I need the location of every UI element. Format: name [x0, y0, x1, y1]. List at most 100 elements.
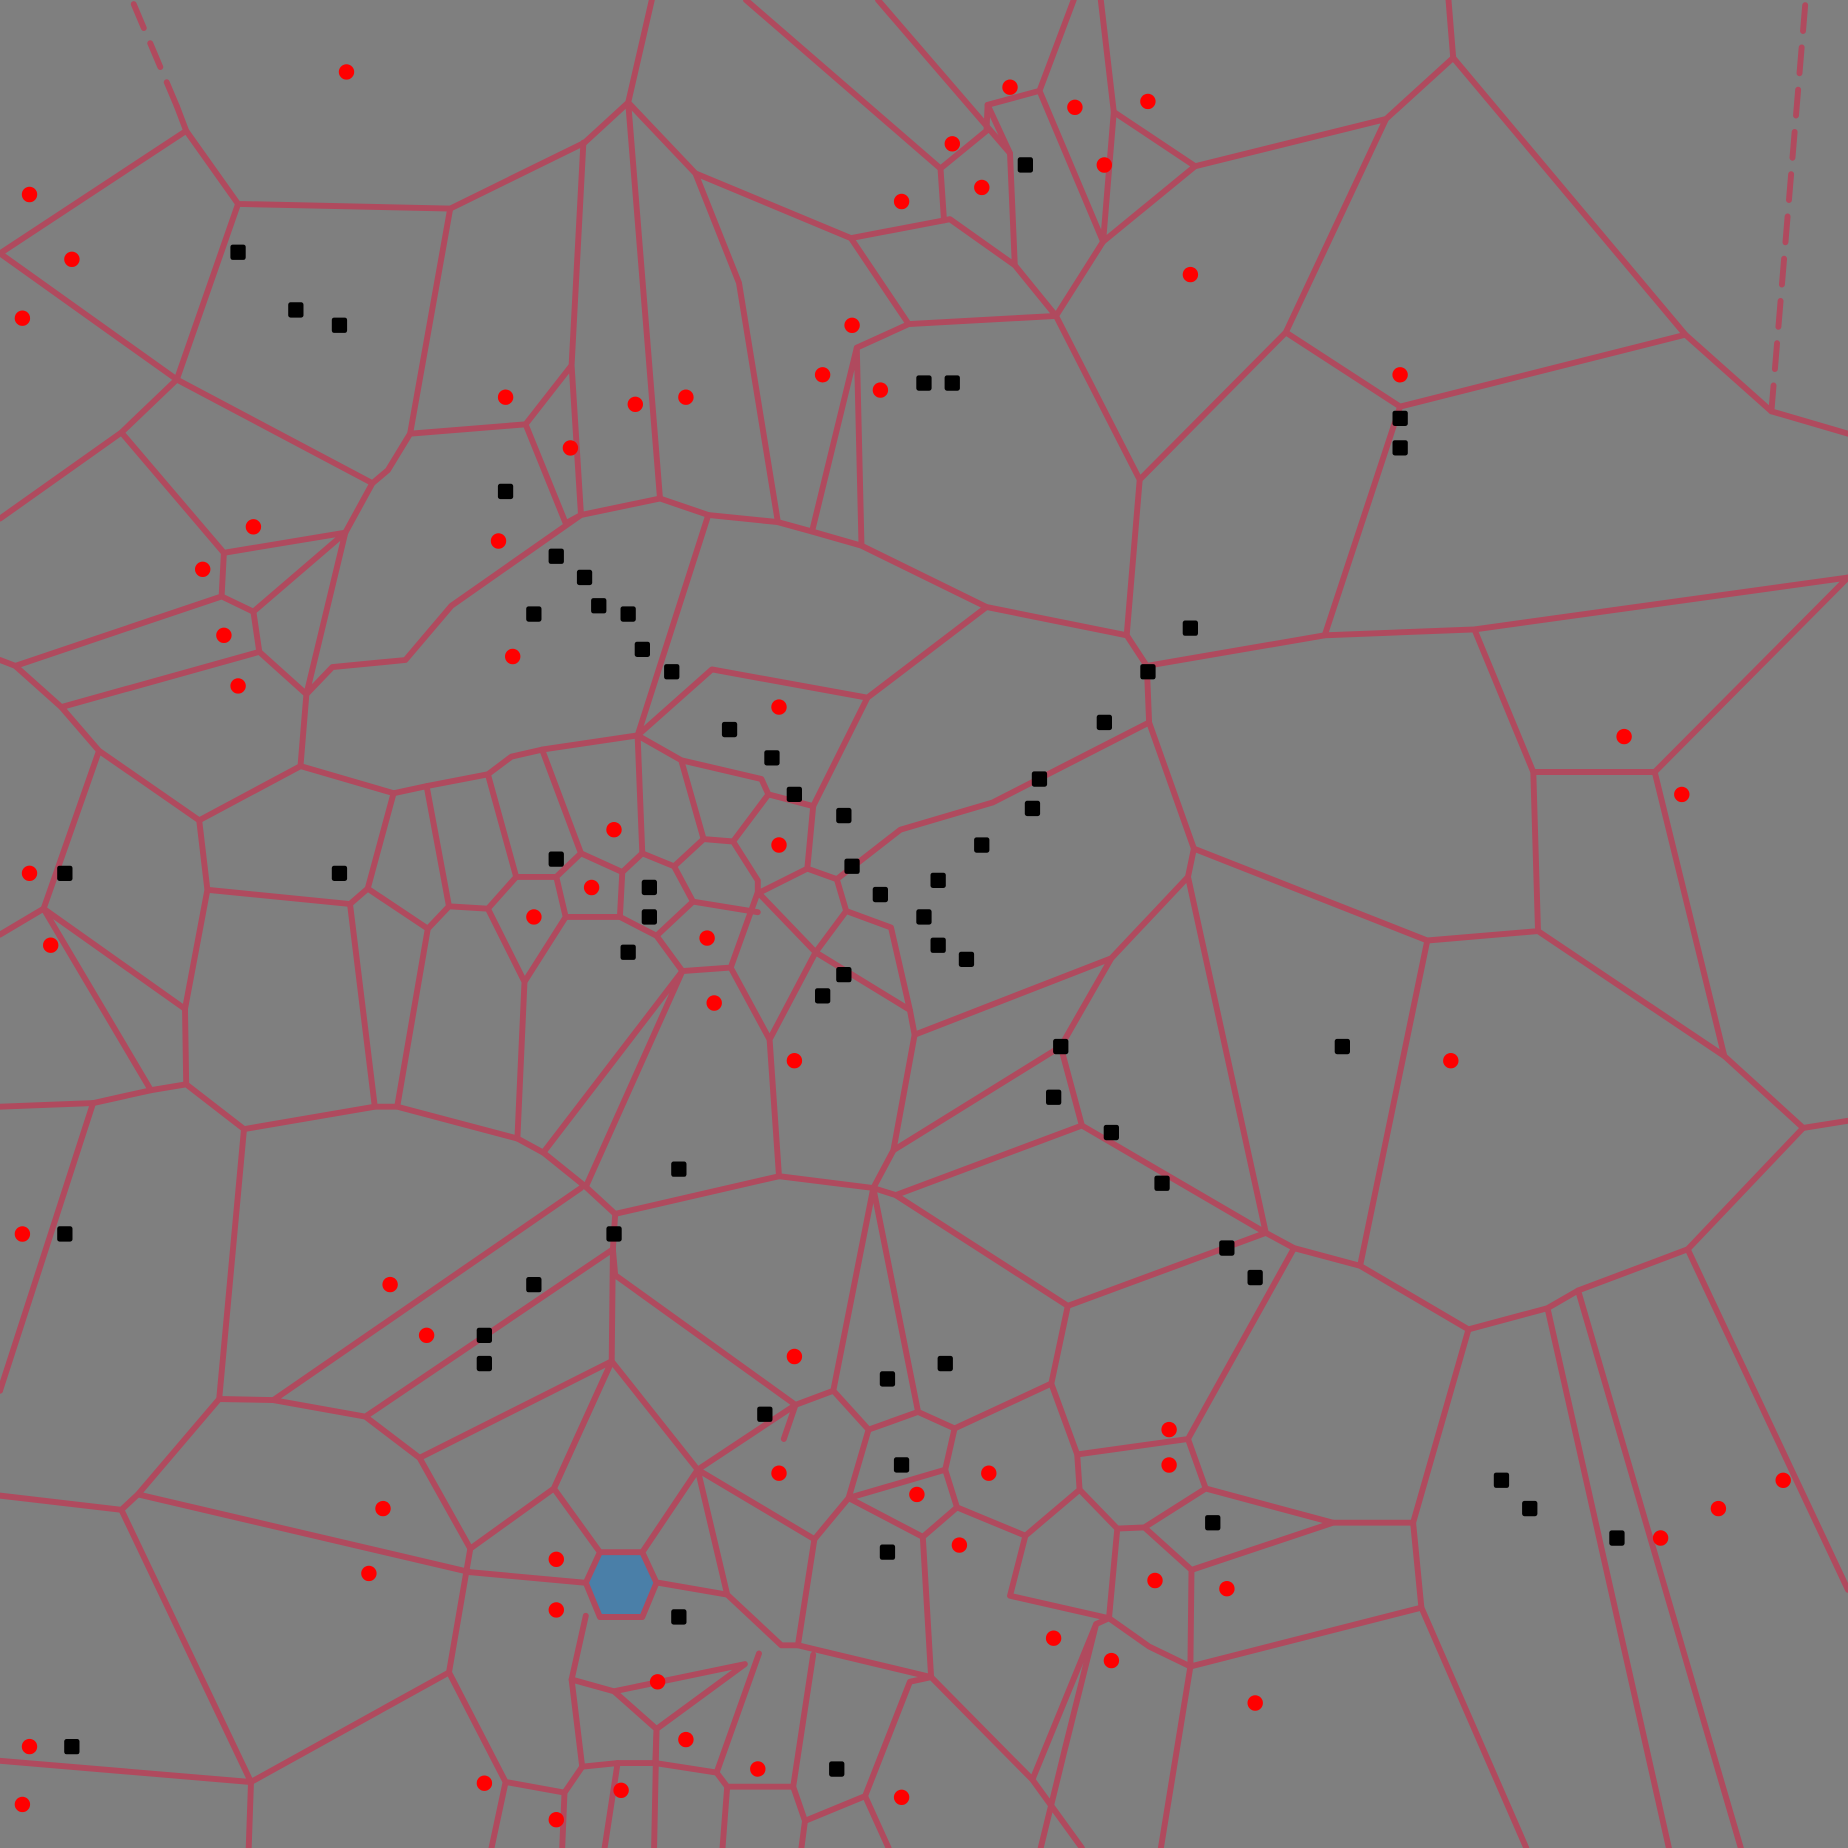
highlighted-cell [582, 1549, 660, 1620]
voronoi-edge [173, 103, 190, 134]
red-point [1103, 1652, 1120, 1669]
black-point [829, 1761, 845, 1777]
voronoi-edge [568, 1612, 720, 1776]
black-point [57, 1226, 73, 1242]
black-point [893, 1457, 910, 1473]
voronoi-edge [245, 1779, 254, 1848]
voronoi-edge [1029, 1776, 1085, 1848]
red-point [606, 822, 622, 838]
black-point [1247, 1269, 1263, 1286]
red-point [505, 648, 521, 665]
voronoi-edge [870, 1043, 1269, 1309]
red-point [1674, 786, 1690, 803]
black-point [671, 1609, 687, 1625]
voronoi-edge [601, 1760, 621, 1848]
voronoi-edge [182, 886, 378, 1133]
black-point [764, 750, 780, 766]
voronoi-edge [875, 0, 1013, 157]
voronoi-edge [484, 873, 569, 985]
black-point [591, 598, 607, 614]
red-points [14, 64, 1791, 1828]
voronoi-edge [833, 719, 1191, 1038]
black-point [1522, 1500, 1538, 1517]
red-point [1775, 1472, 1791, 1489]
voronoi-edge [812, 949, 913, 1013]
red-point [678, 389, 694, 405]
black-point [57, 865, 73, 881]
black-point [1046, 1089, 1062, 1105]
voronoi-edge [655, 1579, 731, 1598]
black-point [1392, 410, 1408, 426]
voronoi-edge [467, 1569, 589, 1586]
dashed-edges [129, 0, 1809, 415]
black-points [57, 157, 1625, 1777]
voronoi-edge [488, 1779, 509, 1848]
black-point [815, 988, 831, 1004]
red-point [872, 382, 889, 398]
black-point [1334, 1038, 1350, 1055]
voronoi-edge [853, 344, 865, 549]
black-point [671, 1161, 687, 1177]
red-point [476, 1775, 493, 1791]
voronoi-edge [1036, 87, 1107, 245]
red-point [771, 1465, 787, 1481]
voronoi-edge [118, 429, 376, 556]
voronoi-edge-unbounded [129, 0, 180, 110]
black-point [288, 302, 304, 318]
red-point [786, 1348, 803, 1365]
red-point [844, 317, 860, 333]
voronoi-edge [890, 955, 1115, 1154]
red-point [893, 1789, 910, 1806]
black-point [1024, 800, 1041, 817]
voronoi-edge [919, 1504, 1112, 1783]
voronoi-edge [862, 1793, 892, 1848]
voronoi-edge [173, 205, 454, 487]
red-point [1443, 1053, 1459, 1069]
voronoi-edge [568, 139, 587, 369]
voronoi-edge [1357, 937, 1431, 1269]
red-point [1067, 99, 1083, 116]
red-point [375, 1500, 391, 1517]
voronoi-edge [690, 898, 761, 916]
red-point [1616, 728, 1632, 745]
highlighted-cell-layer [582, 1549, 660, 1620]
red-point [613, 1782, 629, 1799]
voronoi-edge [1106, 1615, 1194, 1670]
black-point [230, 244, 246, 260]
red-point [1710, 1500, 1727, 1517]
red-point [771, 699, 787, 715]
red-point [21, 1738, 38, 1755]
voronoi-edge [0, 1757, 254, 1785]
black-point [606, 1226, 622, 1242]
voronoi-edge [0, 1100, 97, 1394]
red-point [14, 1226, 31, 1242]
red-point [750, 1761, 766, 1777]
voronoi-edge [905, 312, 1143, 639]
red-point [893, 193, 910, 210]
black-point [1031, 771, 1048, 787]
black-point [1096, 714, 1112, 731]
red-point [951, 1537, 968, 1553]
black-point [836, 807, 852, 824]
black-point [974, 837, 990, 853]
voronoi-edge [12, 608, 263, 711]
red-point [338, 64, 355, 80]
voronoi-edge [394, 925, 431, 1110]
black-point [944, 375, 960, 391]
red-point [1161, 1421, 1177, 1438]
red-point [43, 937, 59, 953]
red-point [1392, 367, 1408, 383]
red-point [21, 865, 38, 881]
voronoi-edge [364, 790, 452, 932]
voronoi-edge [1110, 109, 1199, 170]
black-point [1493, 1472, 1510, 1488]
voronoi-edge [1187, 1519, 1425, 1670]
black-point [526, 1277, 542, 1293]
black-point [641, 879, 657, 896]
black-point [1154, 1175, 1170, 1191]
black-point [937, 1355, 953, 1372]
voronoi-edge [757, 865, 811, 896]
voronoi-edge [40, 747, 190, 1094]
black-point [1219, 1240, 1235, 1256]
